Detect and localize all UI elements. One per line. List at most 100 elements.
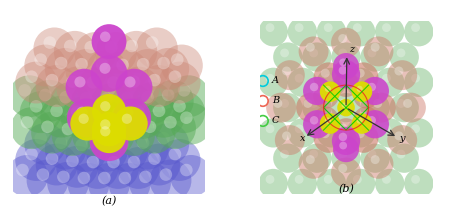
Circle shape <box>92 119 126 153</box>
Text: B: B <box>272 96 279 106</box>
Circle shape <box>15 62 57 104</box>
Circle shape <box>375 68 404 97</box>
Circle shape <box>280 99 289 108</box>
Circle shape <box>302 93 331 122</box>
Circle shape <box>91 24 127 59</box>
Circle shape <box>112 107 124 119</box>
Circle shape <box>375 169 404 198</box>
Circle shape <box>40 96 82 138</box>
Circle shape <box>92 114 135 156</box>
Circle shape <box>159 139 201 181</box>
Circle shape <box>319 112 327 119</box>
Circle shape <box>122 114 132 124</box>
Circle shape <box>70 83 112 125</box>
Circle shape <box>113 114 155 156</box>
Circle shape <box>103 123 115 135</box>
Circle shape <box>288 118 317 147</box>
Circle shape <box>153 105 165 117</box>
Circle shape <box>367 150 376 158</box>
Circle shape <box>102 98 144 140</box>
Circle shape <box>320 81 340 102</box>
Circle shape <box>338 164 347 173</box>
Circle shape <box>65 49 107 91</box>
Circle shape <box>397 150 405 158</box>
Circle shape <box>116 59 129 71</box>
Circle shape <box>81 98 123 140</box>
Circle shape <box>361 143 390 173</box>
Circle shape <box>173 100 186 113</box>
Circle shape <box>325 118 331 124</box>
Circle shape <box>62 123 74 135</box>
Circle shape <box>331 143 361 173</box>
Circle shape <box>288 169 317 198</box>
Circle shape <box>387 60 417 90</box>
Circle shape <box>46 152 58 165</box>
Circle shape <box>314 123 344 153</box>
Circle shape <box>25 70 38 83</box>
Circle shape <box>92 94 126 128</box>
Circle shape <box>303 99 312 108</box>
Circle shape <box>138 143 180 185</box>
Circle shape <box>100 119 110 130</box>
Circle shape <box>280 150 289 158</box>
Circle shape <box>161 45 203 87</box>
Circle shape <box>325 86 331 92</box>
Circle shape <box>35 53 47 66</box>
Circle shape <box>107 156 120 168</box>
Text: y: y <box>399 134 405 143</box>
Circle shape <box>91 55 128 92</box>
Circle shape <box>180 111 192 124</box>
Circle shape <box>390 143 419 173</box>
Circle shape <box>331 93 361 122</box>
Circle shape <box>65 130 107 172</box>
Circle shape <box>79 114 89 124</box>
Circle shape <box>367 49 376 57</box>
Circle shape <box>180 164 192 176</box>
Circle shape <box>138 65 180 107</box>
Circle shape <box>331 42 361 72</box>
Circle shape <box>317 17 346 46</box>
Circle shape <box>353 23 362 32</box>
Circle shape <box>332 60 360 88</box>
Circle shape <box>149 160 191 202</box>
Circle shape <box>100 63 110 74</box>
Circle shape <box>157 57 170 69</box>
Circle shape <box>114 107 148 141</box>
Circle shape <box>321 69 330 78</box>
Circle shape <box>404 17 433 46</box>
Circle shape <box>30 100 42 113</box>
Circle shape <box>356 129 365 138</box>
Circle shape <box>171 53 183 66</box>
Circle shape <box>127 128 169 169</box>
Circle shape <box>382 74 391 83</box>
Circle shape <box>356 118 363 124</box>
Circle shape <box>259 17 288 46</box>
Circle shape <box>338 66 347 75</box>
Circle shape <box>70 107 104 141</box>
Circle shape <box>24 123 66 165</box>
Circle shape <box>157 132 170 145</box>
Circle shape <box>303 110 331 138</box>
Circle shape <box>361 110 389 138</box>
Circle shape <box>333 53 359 79</box>
Circle shape <box>129 162 171 204</box>
Circle shape <box>55 137 67 149</box>
Circle shape <box>404 68 433 97</box>
Circle shape <box>97 67 139 109</box>
Circle shape <box>47 162 89 204</box>
Circle shape <box>52 114 93 156</box>
Circle shape <box>96 59 109 71</box>
Circle shape <box>313 83 338 109</box>
Circle shape <box>280 49 289 57</box>
Circle shape <box>152 80 194 122</box>
Circle shape <box>87 156 100 168</box>
Circle shape <box>265 74 274 83</box>
Circle shape <box>87 76 100 89</box>
Circle shape <box>390 93 419 122</box>
Circle shape <box>361 93 390 122</box>
Circle shape <box>118 67 160 108</box>
Circle shape <box>346 68 375 97</box>
Circle shape <box>144 120 156 133</box>
Circle shape <box>302 42 331 72</box>
Circle shape <box>121 92 134 105</box>
